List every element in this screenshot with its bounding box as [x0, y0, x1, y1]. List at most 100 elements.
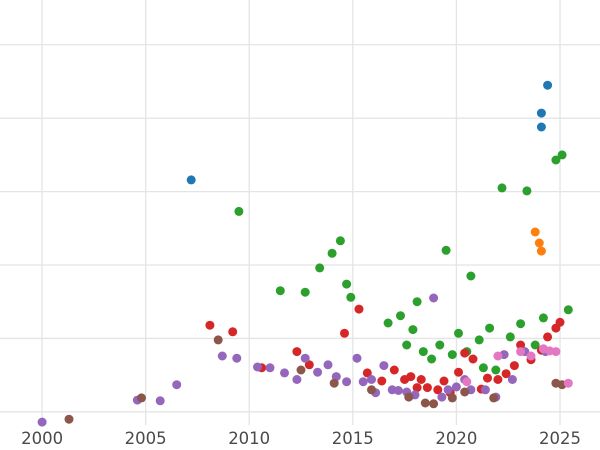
data-point-red	[543, 332, 553, 342]
data-point-purple	[313, 367, 323, 377]
data-point-green	[396, 311, 405, 321]
x-tick-label: 2025	[539, 429, 581, 448]
data-point-orange	[536, 246, 546, 256]
data-point-green	[427, 354, 437, 364]
data-point-brown	[64, 414, 74, 424]
data-point-blue	[543, 80, 553, 90]
data-point-purple	[265, 363, 275, 373]
data-point-purple	[323, 360, 333, 370]
data-point-green	[491, 365, 501, 375]
data-point-red	[468, 354, 478, 364]
data-point-brown	[420, 398, 430, 408]
data-point-green	[300, 287, 310, 297]
data-point-green	[454, 328, 463, 338]
data-point-pink	[526, 351, 536, 361]
data-point-purple	[358, 377, 368, 387]
data-point-purple	[253, 362, 262, 372]
data-point-purple	[507, 375, 517, 384]
data-point-red	[439, 376, 449, 386]
data-point-pink	[493, 351, 503, 361]
data-point-green	[418, 347, 428, 357]
data-point-brown	[489, 393, 499, 403]
data-point-red	[389, 365, 399, 375]
data-point-brown	[404, 392, 414, 402]
data-point-green	[412, 297, 422, 307]
data-point-red	[433, 385, 443, 395]
data-point-brown	[367, 385, 376, 395]
data-point-orange	[530, 227, 540, 237]
data-point-green	[466, 271, 476, 281]
data-point-purple	[217, 351, 227, 361]
x-tick-label: 2010	[228, 429, 270, 448]
data-point-red	[422, 383, 432, 393]
data-point-red	[454, 367, 463, 377]
data-point-purple	[367, 375, 376, 384]
x-tick-label: 2015	[332, 429, 374, 448]
data-point-brown	[296, 365, 306, 375]
x-tick-label: 2000	[21, 429, 63, 448]
x-tick-label: 2005	[125, 429, 167, 448]
data-point-green	[234, 206, 244, 216]
data-point-green	[275, 286, 285, 296]
data-point-brown	[447, 393, 457, 403]
data-point-purple	[37, 417, 47, 427]
data-point-green	[530, 340, 540, 350]
data-point-pink	[462, 377, 472, 387]
data-point-purple	[300, 353, 310, 363]
data-point-green	[342, 279, 352, 289]
data-point-blue	[536, 122, 546, 132]
data-point-purple	[232, 353, 242, 363]
data-point-pink	[516, 347, 526, 357]
data-point-brown	[213, 335, 223, 345]
data-point-red	[416, 375, 426, 384]
data-point-green	[435, 340, 445, 350]
data-point-red	[412, 383, 422, 393]
data-point-red	[509, 361, 519, 371]
data-point-red	[483, 373, 492, 383]
data-point-red	[362, 368, 372, 378]
data-point-red	[228, 327, 238, 337]
data-point-orange	[534, 238, 544, 248]
data-point-purple	[480, 385, 490, 395]
data-point-green	[335, 236, 345, 246]
data-point-green	[538, 313, 548, 323]
data-point-green	[478, 363, 488, 373]
x-tick-label: 2020	[435, 429, 477, 448]
data-point-red	[354, 304, 364, 314]
data-point-purple	[352, 353, 362, 363]
data-point-green	[327, 248, 337, 258]
data-point-purple	[437, 392, 447, 402]
data-point-green	[474, 335, 484, 345]
data-point-red	[292, 347, 302, 357]
data-point-red	[460, 348, 470, 358]
data-point-brown	[329, 378, 339, 388]
data-point-green	[551, 155, 561, 165]
data-point-purple	[429, 293, 439, 303]
data-point-brown	[460, 387, 470, 397]
data-point-red	[377, 376, 387, 386]
data-point-pink	[563, 378, 573, 388]
data-point-green	[522, 186, 532, 196]
data-point-red	[493, 375, 503, 384]
data-point-green	[497, 183, 507, 193]
data-point-purple	[155, 396, 165, 406]
data-point-brown	[429, 399, 439, 409]
data-point-green	[383, 318, 393, 328]
data-point-green	[402, 340, 412, 350]
data-point-red	[304, 360, 314, 370]
data-point-purple	[451, 382, 461, 392]
data-point-pink	[551, 347, 561, 357]
data-point-purple	[342, 377, 352, 387]
data-point-brown	[137, 393, 146, 403]
data-point-green	[557, 150, 567, 160]
data-point-purple	[443, 385, 453, 395]
data-point-red	[406, 372, 416, 382]
data-point-green	[408, 325, 418, 335]
data-point-red	[501, 369, 511, 379]
data-point-red	[205, 320, 215, 330]
data-point-green	[505, 332, 515, 342]
data-point-blue	[186, 175, 196, 185]
